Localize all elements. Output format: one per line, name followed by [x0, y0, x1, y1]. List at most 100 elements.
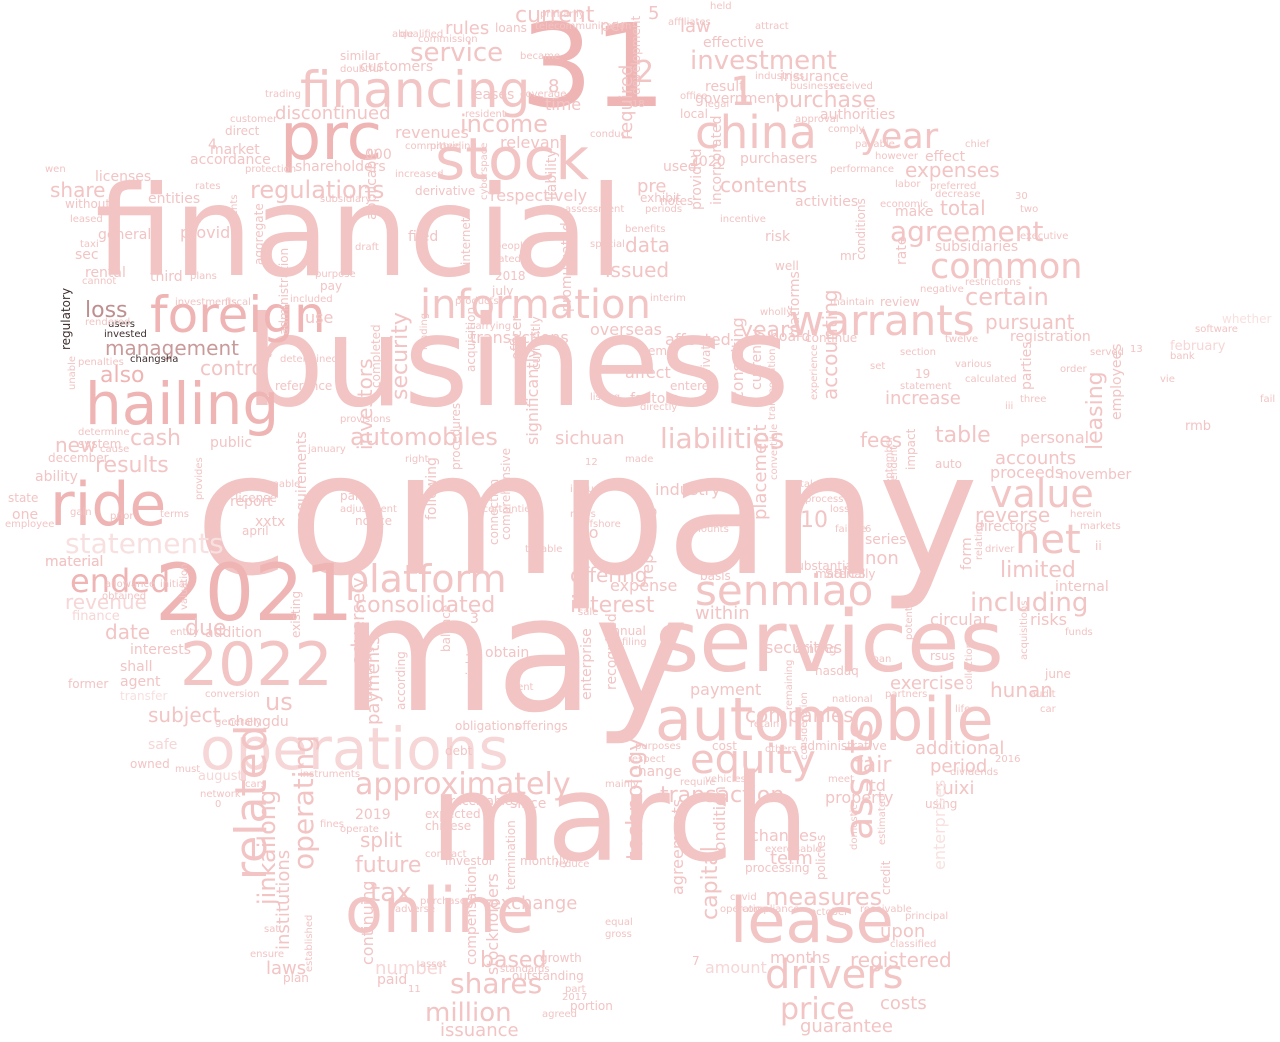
cloud-word: accounts	[995, 448, 1077, 469]
cloud-word: upon	[880, 921, 926, 942]
cloud-word: addition	[205, 625, 263, 641]
cloud-word: 11	[408, 984, 421, 995]
cloud-word: gross	[605, 929, 632, 940]
cloud-word: new	[55, 433, 97, 457]
cloud-word: without	[65, 197, 111, 211]
cloud-word: april	[242, 524, 269, 538]
cloud-word: revenue	[65, 590, 147, 614]
cloud-word: drivers	[765, 952, 904, 998]
cloud-word: since	[510, 796, 547, 812]
cloud-word: investor	[445, 854, 494, 868]
cloud-word: negative	[920, 284, 964, 295]
cloud-word: directors	[975, 519, 1037, 535]
cloud-word: hailing	[85, 370, 280, 438]
cloud-word: offering	[570, 563, 648, 587]
cloud-word: security	[388, 312, 413, 400]
cloud-word: stock	[435, 125, 589, 193]
cloud-word: statements	[65, 527, 224, 560]
cloud-word: able	[392, 29, 414, 40]
cloud-word: date	[105, 620, 151, 644]
cloud-word: may	[340, 561, 689, 748]
cloud-word: data	[625, 233, 671, 257]
cloud-word: people	[495, 241, 529, 252]
cloud-word: one	[12, 507, 39, 523]
cloud-word: investment	[690, 46, 837, 76]
cloud-word: monthly	[520, 854, 570, 868]
cloud-word: 2016	[995, 754, 1021, 765]
cloud-word: guarantee	[800, 1016, 893, 1037]
cloud-word: condition	[710, 786, 729, 860]
cloud-word: placement	[750, 424, 771, 520]
cloud-word: xxtx	[255, 514, 286, 530]
cloud-word: within	[695, 603, 750, 624]
cloud-word: two	[1020, 204, 1039, 215]
cloud-word: affected	[665, 330, 731, 349]
cloud-word: operation	[720, 904, 769, 915]
cloud-word: provide	[180, 223, 241, 242]
cloud-word: automobile	[655, 685, 994, 755]
cloud-word: report	[230, 494, 273, 510]
cloud-word: 2017	[562, 992, 588, 1003]
cloud-word: 4	[208, 137, 217, 153]
cloud-word: proceeds	[990, 463, 1064, 482]
cloud-word: benefits	[625, 224, 666, 235]
cloud-word: prior	[110, 511, 134, 522]
cloud-word: internal	[1055, 579, 1109, 595]
cloud-word: chinese	[425, 819, 472, 833]
cloud-word: convertible	[769, 423, 780, 480]
cloud-word: audit	[1030, 689, 1056, 700]
cloud-word: item	[640, 344, 668, 358]
cloud-word: determine	[78, 427, 130, 438]
cloud-word: reference	[275, 379, 333, 393]
cloud-word: completed	[369, 324, 383, 388]
cloud-word: 19	[915, 367, 931, 381]
cloud-word: covid	[730, 892, 757, 903]
cloud-word: dividends	[950, 767, 999, 778]
cloud-word: risk	[765, 229, 791, 245]
cloud-word: acquisition	[464, 306, 478, 372]
cloud-word: 5	[648, 3, 660, 24]
cloud-word: three	[1020, 394, 1047, 405]
cloud-word: current	[515, 3, 595, 28]
cloud-word: leases	[470, 87, 515, 103]
cloud-word: committee	[405, 141, 460, 152]
cloud-word: august	[198, 769, 243, 784]
cloud-word: respect	[628, 754, 666, 765]
cloud-word: ii	[1095, 539, 1102, 553]
cloud-word: decrease	[935, 189, 981, 200]
cloud-word: 6	[865, 524, 872, 535]
cloud-word: online	[345, 874, 535, 947]
cloud-word: 13	[1130, 344, 1143, 355]
cloud-word: 2021	[155, 549, 354, 639]
cloud-word: labor	[895, 179, 921, 190]
cloud-word: purpose	[315, 269, 356, 280]
cloud-word: protection	[245, 164, 297, 175]
cloud-word: equity	[690, 737, 816, 783]
cloud-word: limited	[1000, 558, 1076, 583]
cloud-word: shares	[450, 967, 543, 1000]
cloud-word: review	[880, 295, 920, 309]
cloud-word: reporting	[638, 506, 657, 580]
cloud-word: generally	[215, 717, 262, 728]
cloud-word: enterprises	[930, 779, 949, 870]
cloud-word: form	[959, 537, 975, 570]
cloud-word: subsidiaries	[935, 239, 1019, 255]
cloud-word: ride	[50, 470, 167, 540]
cloud-word: procedures	[449, 402, 463, 470]
cloud-word: 31	[520, 0, 667, 134]
cloud-word: march	[430, 750, 810, 889]
cloud-word: obligations	[455, 719, 521, 733]
cloud-word: results	[95, 453, 169, 478]
cloud-word: taxable	[525, 544, 563, 555]
cloud-word: processing	[745, 861, 810, 875]
cloud-word: require	[680, 777, 716, 788]
cloud-word: failure	[835, 524, 867, 535]
cloud-word: dated	[492, 254, 521, 265]
cloud-word: parties	[1019, 341, 1035, 390]
cloud-word: ability	[35, 469, 78, 485]
cloud-word: 12	[585, 457, 598, 468]
cloud-word: direct	[225, 124, 260, 138]
cloud-word: sichuan	[555, 428, 625, 449]
cloud-word: receivables	[450, 794, 519, 808]
cloud-word: private	[699, 337, 713, 380]
